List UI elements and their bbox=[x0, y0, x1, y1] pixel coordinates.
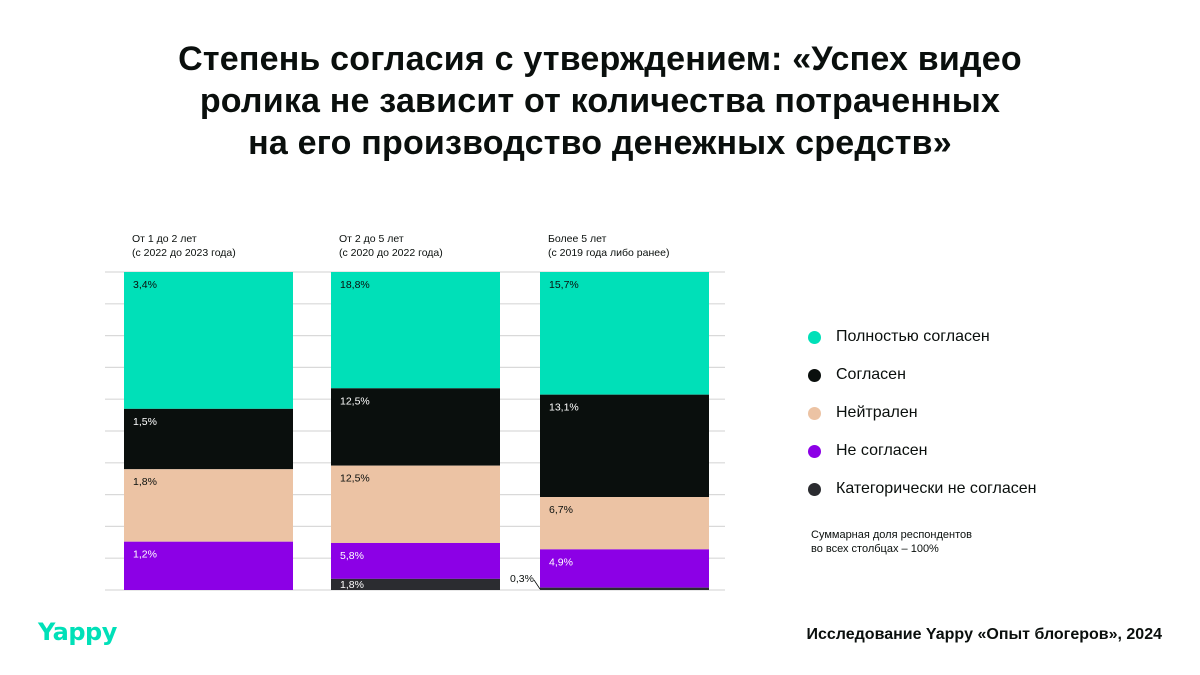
bar-segment bbox=[331, 542, 500, 579]
title-line: Степень согласия с утверждением: «Успех … bbox=[178, 40, 1022, 78]
legend-label: Категорически не согласен bbox=[836, 480, 1037, 497]
title-line: на его производство денежных средств» bbox=[248, 124, 952, 162]
data-label: 12,5% bbox=[340, 395, 370, 407]
bar-segment bbox=[331, 388, 500, 466]
data-label: 18,8% bbox=[340, 279, 370, 291]
legend-item: Полностью согласен bbox=[808, 318, 1036, 356]
note-line: Суммарная доля респондентов bbox=[811, 529, 972, 541]
legend-note: Суммарная доля респондентов во всех стол… bbox=[811, 528, 1011, 556]
data-label: 3,4% bbox=[133, 279, 157, 291]
legend-item: Категорически не согласен bbox=[808, 470, 1036, 508]
bar-segment bbox=[540, 587, 709, 590]
legend-label: Полностью согласен bbox=[836, 328, 990, 345]
legend-dot-icon bbox=[808, 444, 821, 458]
bar-segment bbox=[540, 394, 709, 498]
bar-segment bbox=[331, 465, 500, 543]
data-label: 4,9% bbox=[549, 556, 573, 568]
source-text: Исследование Yappy «Опыт блогеров», 2024 bbox=[806, 626, 1162, 643]
legend-dot-icon bbox=[808, 368, 821, 382]
category-label: От 2 до 5 лет bbox=[339, 233, 404, 245]
chart-title: Степень согласия с утверждением: «Успех … bbox=[0, 38, 1200, 164]
legend-label: Не согласен bbox=[836, 442, 928, 459]
legend-item: Не согласен bbox=[808, 432, 1036, 470]
yappy-logo: Yappy bbox=[38, 618, 117, 646]
legend-dot-icon bbox=[808, 482, 821, 496]
bar-segment bbox=[124, 408, 293, 470]
label-leader-line bbox=[533, 579, 541, 590]
bar-segment bbox=[540, 549, 709, 588]
data-label: 12,5% bbox=[340, 473, 370, 485]
data-label: 1,8% bbox=[340, 579, 364, 591]
data-label: 1,5% bbox=[133, 416, 157, 428]
data-label: 15,7% bbox=[549, 279, 579, 291]
legend-label: Согласен bbox=[836, 366, 906, 383]
legend-item: Согласен bbox=[808, 356, 1036, 394]
bar-segment bbox=[540, 272, 709, 395]
bar-segment bbox=[124, 469, 293, 542]
bar-segment bbox=[331, 578, 500, 590]
legend-dot-icon bbox=[808, 330, 821, 344]
category-label: Более 5 лет bbox=[548, 233, 607, 245]
category-label: (с 2019 года либо ранее) bbox=[548, 247, 669, 259]
category-label: (с 2022 до 2023 года) bbox=[132, 247, 236, 259]
note-line: во всех столбцах – 100% bbox=[811, 543, 939, 555]
data-label: 13,1% bbox=[549, 402, 579, 414]
data-label: 0,3% bbox=[510, 573, 534, 585]
bar-segment bbox=[124, 541, 293, 590]
data-label: 6,7% bbox=[549, 504, 573, 516]
legend-dot-icon bbox=[808, 406, 821, 420]
data-label: 1,2% bbox=[133, 549, 157, 561]
data-label: 1,8% bbox=[133, 476, 157, 488]
bar-segment bbox=[124, 272, 293, 409]
legend-item: Нейтрален bbox=[808, 394, 1036, 432]
category-label: (с 2020 до 2022 года) bbox=[339, 247, 443, 259]
title-line: ролика не зависит от количества потрачен… bbox=[199, 82, 1001, 120]
data-label: 5,8% bbox=[340, 550, 364, 562]
legend-label: Нейтрален bbox=[836, 404, 918, 421]
bar-segment bbox=[331, 272, 500, 389]
legend: Полностью согласен Согласен Нейтрален Не со… bbox=[808, 318, 1036, 508]
category-label: От 1 до 2 лет bbox=[132, 233, 197, 245]
bar-segment bbox=[540, 497, 709, 550]
